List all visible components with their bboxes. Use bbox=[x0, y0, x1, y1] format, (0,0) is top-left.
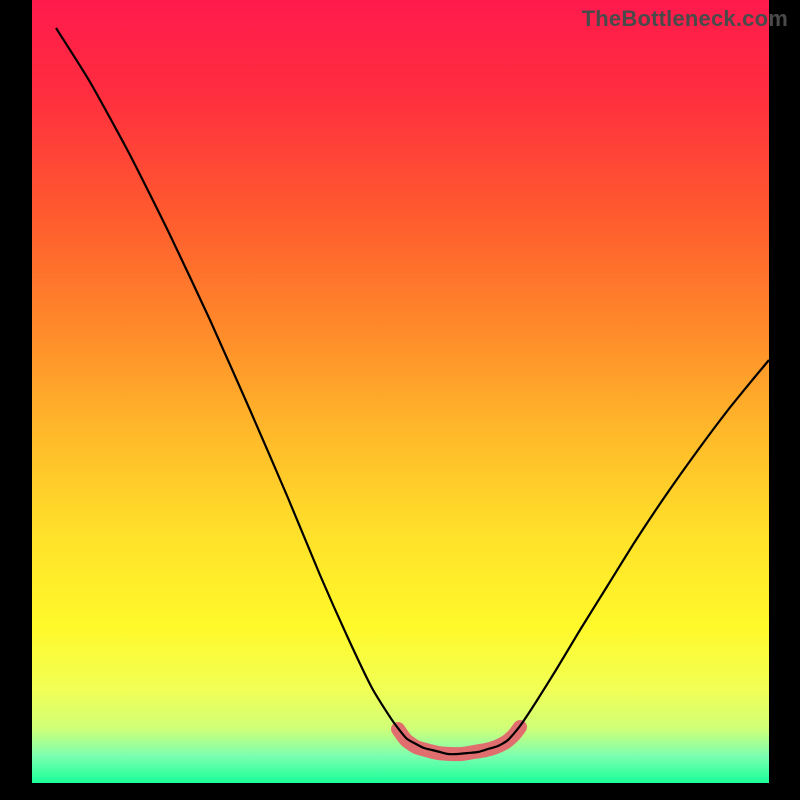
chart-stage: TheBottleneck.com bbox=[0, 0, 800, 800]
border-left bbox=[0, 0, 32, 800]
bottleneck-curve-chart bbox=[0, 0, 800, 800]
border-right bbox=[769, 0, 800, 800]
gradient-background bbox=[32, 0, 769, 783]
watermark-text: TheBottleneck.com bbox=[582, 6, 788, 32]
border-bottom bbox=[0, 783, 800, 800]
